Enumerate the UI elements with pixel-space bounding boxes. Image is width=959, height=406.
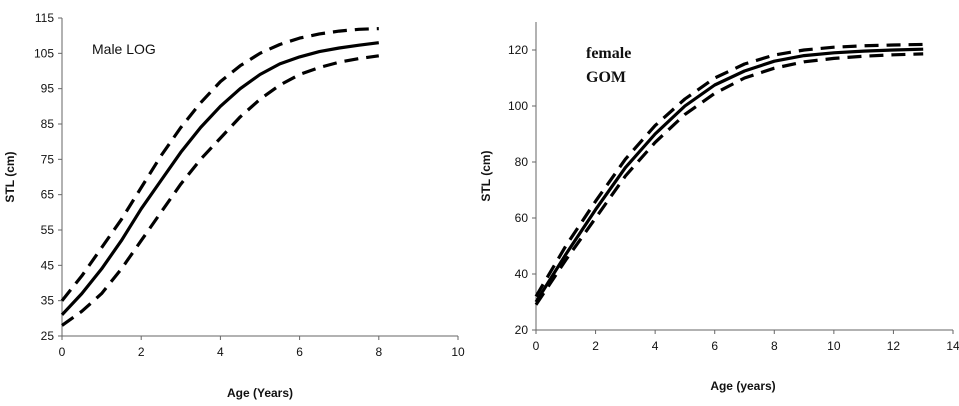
y-tick-label: 35 <box>41 294 55 308</box>
y-tick-label: 80 <box>515 155 529 169</box>
y-tick-label: 60 <box>515 211 529 225</box>
y-tick-label: 55 <box>41 223 55 237</box>
x-tick-label: 6 <box>296 345 303 359</box>
annotation-label-line-2: GOM <box>586 69 626 86</box>
confidence-bound-curve <box>60 27 379 302</box>
x-tick-label: 8 <box>375 345 382 359</box>
y-axis-title: STL (cm) <box>3 151 17 202</box>
series-lines <box>60 27 380 327</box>
confidence-bound-curve <box>534 42 924 298</box>
y-ticks: 25 35 45 55 65 75 85 95 105 115 <box>34 11 62 343</box>
y-tick-label: 75 <box>41 152 55 166</box>
x-tick-label: 4 <box>217 345 224 359</box>
annotation-label-line-1: female <box>586 45 631 62</box>
x-tick-label: 10 <box>451 345 465 359</box>
y-ticks: 20 40 60 80 100 120 <box>508 43 536 337</box>
x-tick-label: 6 <box>711 339 718 353</box>
fitted-growth-curve <box>60 41 380 316</box>
y-tick-label: 45 <box>41 258 55 272</box>
series-lines <box>534 42 924 306</box>
y-tick-label: 25 <box>41 329 55 343</box>
y-tick-label: 115 <box>35 11 54 25</box>
x-axis-title: Age (Years) <box>227 386 293 400</box>
x-tick-label: 2 <box>592 339 599 353</box>
confidence-bound-curve <box>61 54 380 327</box>
x-ticks: 0 2 4 6 8 10 12 14 <box>533 330 959 353</box>
y-tick-label: 95 <box>41 82 55 96</box>
y-tick-label: 120 <box>508 43 528 57</box>
y-tick-label: 20 <box>515 323 529 337</box>
y-tick-label: 40 <box>515 267 529 281</box>
y-axis-title: STL (cm) <box>479 150 493 201</box>
x-tick-label: 12 <box>887 339 901 353</box>
y-tick-label: 65 <box>41 188 55 202</box>
y-tick-label: 105 <box>34 46 54 60</box>
x-axis-title: Age (years) <box>710 379 775 393</box>
annotation-label: Male LOG <box>92 41 156 57</box>
x-tick-label: 2 <box>138 345 145 359</box>
y-tick-label: 100 <box>508 99 528 113</box>
x-tick-label: 4 <box>652 339 659 353</box>
x-tick-label: 0 <box>59 345 66 359</box>
x-tick-label: 10 <box>827 339 841 353</box>
chart-female-gom: 20 40 60 80 100 120 0 2 4 6 8 10 12 14 female GOM Ag… <box>479 22 959 393</box>
x-ticks: 0 2 4 6 8 10 <box>59 336 465 359</box>
y-tick-label: 85 <box>41 117 55 131</box>
x-tick-label: 0 <box>533 339 540 353</box>
x-tick-label: 8 <box>771 339 778 353</box>
confidence-bound-curve <box>534 52 924 306</box>
x-tick-label: 14 <box>946 339 959 353</box>
fitted-growth-curve <box>534 47 924 303</box>
